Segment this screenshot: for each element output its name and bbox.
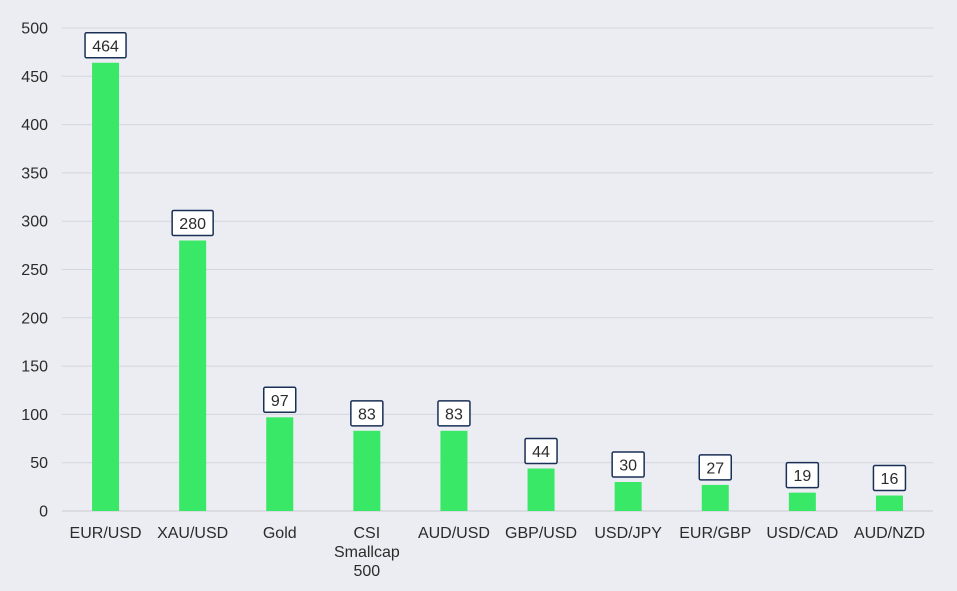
bar: [875, 495, 903, 511]
x-tick-label: AUD/USD: [418, 525, 490, 542]
y-tick-label: 450: [21, 69, 48, 86]
data-label: 280: [171, 209, 214, 237]
y-tick-label: 150: [21, 359, 48, 376]
data-label-text: 44: [532, 444, 550, 461]
x-tick-label: USD/JPY: [594, 525, 662, 542]
y-tick-label: 350: [21, 165, 48, 182]
x-tick-label-line: AUD/NZD: [854, 525, 925, 542]
data-label: 44: [524, 437, 558, 465]
data-label: 27: [698, 454, 732, 481]
data-label: 464: [84, 32, 127, 59]
data-label-box: [524, 437, 558, 465]
bar: [179, 240, 207, 511]
y-tick-label: 300: [21, 214, 48, 231]
x-tick-label: EUR/GBP: [679, 525, 751, 542]
data-labels: 464 280 97 83 83 44 30 27 19 16: [84, 32, 907, 492]
x-tick-label-line: USD/CAD: [766, 525, 838, 542]
data-label-box: [263, 386, 297, 414]
x-tick-label-line: XAU/USD: [157, 525, 228, 542]
bars: [92, 62, 903, 511]
data-label-box: [611, 451, 645, 478]
data-label-text: 16: [881, 471, 899, 488]
data-label-text: 27: [706, 460, 724, 477]
y-tick-label: 200: [21, 310, 48, 327]
x-tick-label-line: AUD/USD: [418, 525, 490, 542]
data-label-text: 83: [445, 406, 463, 423]
data-label: 16: [872, 464, 907, 492]
x-tick-label: USD/CAD: [766, 525, 838, 542]
data-label-box: [437, 400, 471, 427]
data-label-text: 464: [92, 38, 119, 55]
data-label: 19: [785, 461, 820, 489]
bar: [788, 492, 816, 511]
data-label-box: [84, 32, 127, 59]
bar: [92, 62, 120, 511]
x-tick-label-line: 500: [353, 563, 380, 580]
bar: [266, 417, 294, 511]
x-tick-label: CSI Smallcap 500: [334, 525, 400, 580]
x-tick-label: AUD/NZD: [854, 525, 925, 542]
data-label-box: [872, 464, 907, 492]
x-tick-label-line: CSI: [354, 525, 381, 542]
data-label-text: 97: [271, 393, 289, 410]
x-tick-label-line: GBP/USD: [505, 525, 577, 542]
x-tick-label-line: USD/JPY: [594, 525, 662, 542]
x-tick-label: XAU/USD: [157, 525, 228, 542]
x-tick-label: GBP/USD: [505, 525, 577, 542]
data-label-box: [698, 454, 732, 481]
y-tick-label: 100: [21, 407, 48, 424]
x-tick-label-line: EUR/USD: [70, 525, 142, 542]
x-tick-label-line: EUR/GBP: [679, 525, 751, 542]
x-tick-label: EUR/USD: [70, 525, 142, 542]
bar: [527, 468, 555, 511]
y-tick-label: 250: [21, 262, 48, 279]
data-label-box: [350, 400, 384, 427]
bar: [614, 482, 642, 511]
y-tick-label: 50: [30, 455, 48, 472]
x-tick-label: Gold: [263, 525, 297, 542]
data-label-text: 30: [619, 458, 637, 475]
y-tick-label: 500: [21, 21, 48, 38]
bar: [440, 430, 468, 511]
x-tick-label-line: Smallcap: [334, 544, 400, 561]
data-label-box: [171, 209, 214, 237]
data-label-box: [785, 461, 820, 489]
x-axis: EUR/USD XAU/USD Gold CSI Smallcap 500 AUD/USD G…: [70, 525, 925, 580]
y-axis: 0 50 100 150 200 250 300 350 400 450 500: [21, 21, 48, 521]
bar: [353, 430, 381, 511]
data-label: 30: [611, 451, 645, 478]
data-label-text: 280: [179, 216, 206, 233]
y-tick-label: 0: [39, 504, 48, 521]
data-label: 97: [263, 386, 297, 414]
data-label-text: 19: [793, 468, 811, 485]
data-label: 83: [437, 400, 471, 427]
bar: [701, 484, 729, 511]
data-label-text: 83: [358, 406, 376, 423]
x-tick-label-line: Gold: [263, 525, 297, 542]
data-label: 83: [350, 400, 384, 427]
y-tick-label: 400: [21, 117, 48, 134]
